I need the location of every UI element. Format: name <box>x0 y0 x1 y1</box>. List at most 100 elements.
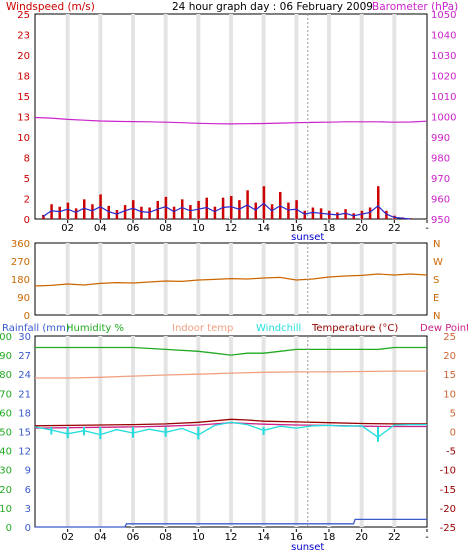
x-tick-label: 18 <box>323 223 336 234</box>
wind-bar <box>83 199 86 219</box>
wind-bar <box>368 207 372 219</box>
wind-bar <box>303 210 306 219</box>
wind-bar <box>336 212 339 219</box>
barometer-line <box>34 116 428 125</box>
temp-tick-label: 20 <box>443 351 456 362</box>
x-tick-label: 08 <box>159 223 172 234</box>
sunset-label: sunset <box>291 232 324 243</box>
dew-point-label: Dew Point <box>420 323 468 334</box>
baro-tick-label: 1020 <box>431 72 456 83</box>
baro-tick-label: 990 <box>431 133 450 144</box>
wind-bar <box>172 206 176 219</box>
x-tick-label: 04 <box>94 532 107 543</box>
barometer-axis-title: Barometer (hPa) <box>372 1 458 13</box>
wind-bar <box>164 196 168 219</box>
rain-tick-label: 0 <box>25 523 31 534</box>
x-tick-label: 16 <box>290 223 303 234</box>
wind-bar <box>58 206 61 219</box>
wind-tick-label: 2 <box>24 195 30 206</box>
humidity-tick-label: 60 <box>0 408 12 419</box>
wind-bar <box>221 197 225 219</box>
wind-tick-label: 15 <box>17 92 30 103</box>
x-tick-label: 16 <box>290 532 303 543</box>
wind-bar <box>385 210 388 219</box>
humidity-tick-label: 10 <box>0 504 12 515</box>
humidity-tick-label: 50 <box>0 428 12 439</box>
humidity-tick-label: 20 <box>0 485 12 496</box>
temperature-line <box>34 418 427 427</box>
direction-tick-label: 90 <box>17 293 30 304</box>
x-tick-label: 02 <box>61 532 74 543</box>
compass-tick-label: W <box>433 257 443 268</box>
temp-tick-label: 10 <box>443 389 456 400</box>
humidity-tick-label: 80 <box>0 370 12 381</box>
baro-tick-label: 960 <box>431 195 450 206</box>
direction-tick-label: 180 <box>11 275 30 286</box>
wind-bar <box>132 200 135 219</box>
baro-tick-label: 1010 <box>431 92 456 103</box>
wind-bar <box>230 196 233 219</box>
x-tick-label: 22 <box>388 532 401 543</box>
humidity-tick-label: 40 <box>0 447 12 458</box>
wind-bar <box>287 202 290 219</box>
wind-bar <box>123 205 127 219</box>
compass-tick-label: E <box>433 293 439 304</box>
wind-tick-label: 18 <box>17 72 30 83</box>
rain-tick-label: 24 <box>18 370 31 381</box>
humidity-tick-label: 30 <box>0 466 12 477</box>
wind-tick-label: 13 <box>17 113 30 124</box>
baro-tick-label: 1050 <box>431 10 456 21</box>
humidity-tick-label: 90 <box>0 351 12 362</box>
wind-bar <box>74 208 78 219</box>
indoor-temp-label: Indoor temp <box>172 323 233 334</box>
direction-tick-label: 360 <box>11 239 30 250</box>
compass-tick-label: S <box>433 275 439 286</box>
gust-line <box>42 202 411 220</box>
wind-tick-label: 25 <box>17 10 30 21</box>
temperature-axis-title: Temperature (°C) <box>311 323 398 334</box>
wind-bar <box>328 210 331 219</box>
x-tick-label: 04 <box>94 223 107 234</box>
baro-tick-label: 980 <box>431 154 450 165</box>
x-tick-label: 02 <box>61 223 74 234</box>
x-tick-label: 08 <box>159 532 172 543</box>
direction-line <box>34 273 428 287</box>
humidity-axis-title: Humidity % <box>66 323 124 334</box>
wind-bar <box>107 205 110 219</box>
humidity-tick-label: 0 <box>6 523 12 534</box>
wind-bar <box>409 218 413 219</box>
rain-tick-label: 15 <box>18 428 31 439</box>
wind-bar <box>140 206 143 219</box>
wind-bar <box>377 186 380 219</box>
wind-bar <box>205 197 208 219</box>
temp-tick-label: -5 <box>446 447 456 458</box>
rain-tick-label: 3 <box>25 504 31 515</box>
x-tick-label: 12 <box>225 532 238 543</box>
rain-tick-label: 18 <box>18 408 31 419</box>
compass-tick-label: N <box>433 239 440 250</box>
temp-tick-label: 5 <box>450 408 456 419</box>
x-tick-label: 18 <box>323 532 336 543</box>
x-tick-label: 20 <box>355 223 368 234</box>
temp-tick-label: -10 <box>440 466 456 477</box>
wind-tick-label: 0 <box>24 215 30 226</box>
rainfall-line <box>35 518 427 528</box>
wind-bar <box>262 186 266 219</box>
x-tick-label: 10 <box>192 532 205 543</box>
x-tick-label: - <box>425 223 429 234</box>
temp-tick-label: 15 <box>443 370 456 381</box>
wind-bar <box>311 207 315 219</box>
wind-bar <box>156 200 159 219</box>
indoor-temp-line <box>35 370 427 379</box>
humidity-tick-label: 70 <box>0 389 12 400</box>
wind-bar <box>344 209 347 219</box>
baro-tick-label: 1000 <box>431 113 456 124</box>
x-tick-label: 14 <box>257 532 270 543</box>
rain-tick-label: 27 <box>18 351 31 362</box>
windspeed-axis-title: Windspeed (m/s) <box>6 1 95 13</box>
wind-tick-label: 23 <box>17 31 30 42</box>
x-tick-label: 06 <box>127 532 140 543</box>
wind-bar <box>50 204 53 219</box>
x-tick-label: 12 <box>225 223 238 234</box>
